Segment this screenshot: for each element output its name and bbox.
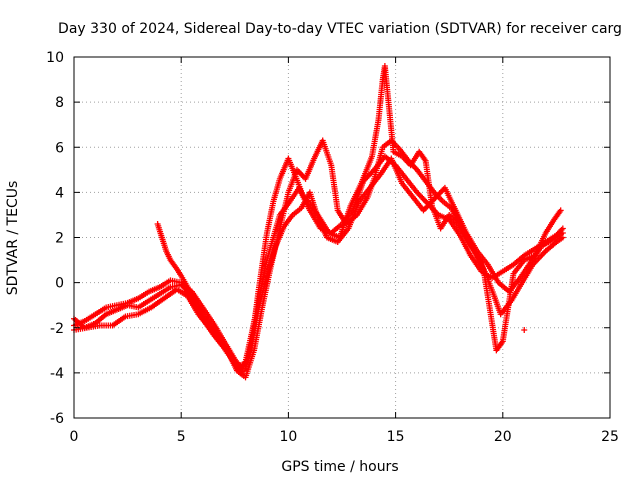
data-point <box>559 234 566 241</box>
x-tick-label: 20 <box>494 429 512 445</box>
y-tick-label: 6 <box>55 140 64 156</box>
series-track-c <box>71 137 566 381</box>
y-axis-label: SDTVAR / TECUs <box>5 181 21 296</box>
y-tick-label: -4 <box>50 366 64 382</box>
y-tick-label: 2 <box>55 231 64 247</box>
x-tick-label: 15 <box>387 429 405 445</box>
data-point <box>557 207 564 214</box>
x-tick-label: 5 <box>177 429 186 445</box>
x-axis-label: GPS time / hours <box>281 459 398 475</box>
series-track-d <box>154 63 564 370</box>
series-track-a <box>71 153 566 372</box>
y-tick-label: 10 <box>46 50 64 66</box>
y-tick-label: -6 <box>50 411 64 427</box>
y-tick-label: 0 <box>55 276 64 292</box>
tick-layer: 0 5 10 15 20 25 -6 -4 -2 0 2 4 6 8 10 <box>46 50 619 445</box>
data-layer <box>71 63 566 381</box>
y-tick-label: 8 <box>55 95 64 111</box>
series-track-b <box>71 155 566 376</box>
x-tick-label: 25 <box>601 429 619 445</box>
x-tick-label: 10 <box>279 429 297 445</box>
y-tick-label: -2 <box>50 321 64 337</box>
y-tick-label: 4 <box>55 185 64 201</box>
data-point <box>521 327 528 334</box>
x-tick-label: 0 <box>70 429 79 445</box>
series-isolated <box>521 327 528 334</box>
chart-title: Day 330 of 2024, Sidereal Day-to-day VTE… <box>58 21 622 37</box>
